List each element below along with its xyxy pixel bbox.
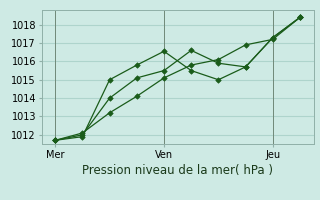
X-axis label: Pression niveau de la mer( hPa ): Pression niveau de la mer( hPa ): [82, 164, 273, 177]
